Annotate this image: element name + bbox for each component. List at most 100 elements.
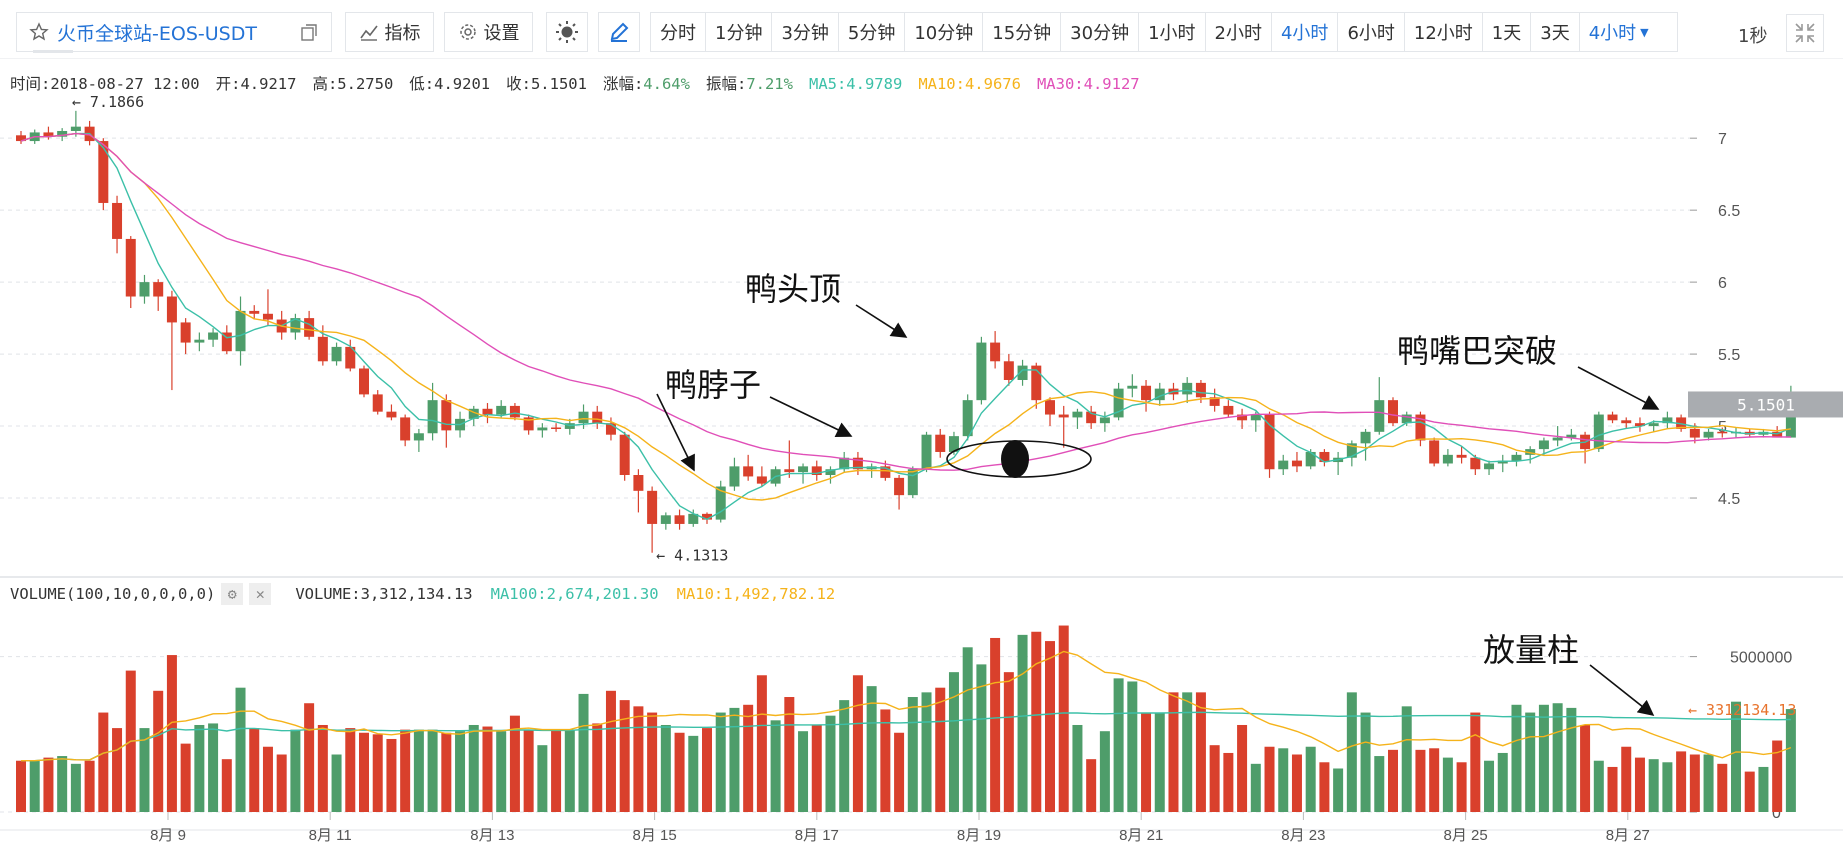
candle-body xyxy=(16,135,26,142)
candle-body xyxy=(359,368,369,395)
volume-bar xyxy=(331,754,342,812)
candle-body xyxy=(70,126,81,131)
fullscreen-button[interactable] xyxy=(1786,14,1824,52)
volume-bar xyxy=(1058,625,1069,812)
tab-period-2[interactable]: 3分钟 xyxy=(772,13,839,51)
period-dropdown-label: 4小时 xyxy=(1588,23,1637,44)
indicator-button[interactable]: 指标 xyxy=(345,12,434,52)
tab-period-3[interactable]: 5分钟 xyxy=(839,13,906,51)
tab-period-0[interactable]: 分时 xyxy=(651,13,706,51)
volume-bar xyxy=(1676,751,1687,812)
volume-bar xyxy=(70,763,81,812)
tab-period-7[interactable]: 1小时 xyxy=(1139,13,1206,51)
volume-bar xyxy=(1154,712,1165,812)
volume-bar xyxy=(1497,752,1508,812)
volume-bar xyxy=(400,729,411,812)
tab-period-13[interactable]: 3天 xyxy=(1531,13,1580,51)
popout-icon[interactable] xyxy=(299,23,319,43)
tab-period-9[interactable]: 4小时 xyxy=(1272,13,1339,51)
candle-body xyxy=(852,457,863,470)
volume-bar xyxy=(290,729,301,812)
volume-bar xyxy=(304,703,315,812)
period-dropdown[interactable]: 4小时 ▼ xyxy=(1580,13,1658,51)
volume-bar xyxy=(1195,692,1206,812)
tab-period-10[interactable]: 6小时 xyxy=(1338,13,1405,51)
volume-bar xyxy=(1319,762,1330,812)
candle-body xyxy=(1648,423,1659,427)
candle-body xyxy=(468,408,479,419)
candle-body xyxy=(1593,414,1604,450)
volume-bar xyxy=(1566,707,1577,812)
candle-body xyxy=(660,515,671,524)
volume-bar xyxy=(1717,763,1728,812)
settings-button[interactable]: 设置 xyxy=(444,12,533,52)
tab-period-5[interactable]: 15分钟 xyxy=(983,13,1062,51)
volume-bar xyxy=(1264,746,1275,812)
volume-bar xyxy=(1209,745,1220,812)
volume-bar xyxy=(262,746,273,812)
tab-period-1[interactable]: 1分钟 xyxy=(706,13,773,51)
candle-body xyxy=(537,427,548,431)
tab-period-4[interactable]: 10分钟 xyxy=(905,13,984,51)
draw-tool-button[interactable] xyxy=(598,12,640,52)
candle-body xyxy=(688,513,699,524)
tab-period-8[interactable]: 2小时 xyxy=(1206,13,1272,51)
candle-body xyxy=(811,466,822,475)
volume-bar xyxy=(1072,724,1083,812)
candle-body xyxy=(592,411,603,424)
volume-bar xyxy=(276,754,287,812)
symbol-caret xyxy=(33,50,73,53)
volume-bar xyxy=(496,731,507,812)
volume-bar xyxy=(1648,759,1659,812)
candle-body xyxy=(249,310,260,314)
low-price-marker: ← 4.1313 xyxy=(656,547,728,565)
candle-body xyxy=(1785,404,1796,438)
candle-body xyxy=(1209,397,1220,406)
candle-body xyxy=(674,515,685,524)
tab-period-6[interactable]: 30分钟 xyxy=(1061,13,1140,51)
star-icon[interactable] xyxy=(29,22,49,42)
symbol-selector[interactable]: 火币全球站-EOS-USDT xyxy=(16,12,332,53)
theme-toggle[interactable] xyxy=(546,12,588,52)
candle-body xyxy=(1154,388,1165,401)
volume-bar xyxy=(976,664,987,812)
x-tick-label: 8月 17 xyxy=(795,827,839,844)
candle-body xyxy=(372,394,383,412)
candle-body xyxy=(125,238,136,297)
volume-close-icon[interactable]: ✕ xyxy=(249,583,272,605)
high-price-marker: ← 7.1866 xyxy=(72,93,144,111)
pencil-icon xyxy=(610,22,629,42)
candle-body xyxy=(715,486,726,520)
annotation-dot xyxy=(1001,440,1029,478)
candle-body xyxy=(1634,423,1645,427)
volume-bar xyxy=(921,692,932,812)
info-open: 开:4.9217 xyxy=(215,75,297,93)
indicator-label: 指标 xyxy=(384,23,421,44)
tab-period-12[interactable]: 1天 xyxy=(1483,13,1532,51)
volume-bar xyxy=(647,712,658,812)
candle-body xyxy=(98,141,109,203)
volume-bar xyxy=(1305,746,1316,812)
candle-body xyxy=(1141,385,1152,401)
x-tick-label: 8月 27 xyxy=(1606,827,1650,844)
refresh-interval[interactable]: 1秒 xyxy=(1738,26,1768,47)
volume-bar xyxy=(413,729,424,812)
candle-body xyxy=(578,411,589,424)
volume-settings-icon[interactable]: ⚙ xyxy=(221,583,244,605)
symbol-name[interactable]: 火币全球站-EOS-USDT xyxy=(57,22,257,45)
last-price-label: 5.1501 xyxy=(1737,395,1795,414)
tab-period-11[interactable]: 12小时 xyxy=(1405,13,1483,51)
volume-bar xyxy=(43,757,54,812)
candle-body xyxy=(496,405,507,415)
volume-bar xyxy=(551,729,562,812)
ohlc-info-bar: 时间:2018-08-27 12:00 开:4.9217 高:5.2750 低:4.9… xyxy=(10,72,1156,94)
volume-bar xyxy=(57,756,68,812)
candle-body xyxy=(413,433,424,441)
toolbar: 火币全球站-EOS-USDT 指标 设置 分时 1分钟 3分钟 5分钟 10分钟 15分钟… xyxy=(0,0,1843,58)
candle-body xyxy=(386,411,397,418)
volume-bar xyxy=(962,647,973,812)
volume-bar xyxy=(1607,766,1618,812)
chart-annotation: 鸭头顶 xyxy=(745,270,841,308)
volume-bar xyxy=(894,732,905,812)
